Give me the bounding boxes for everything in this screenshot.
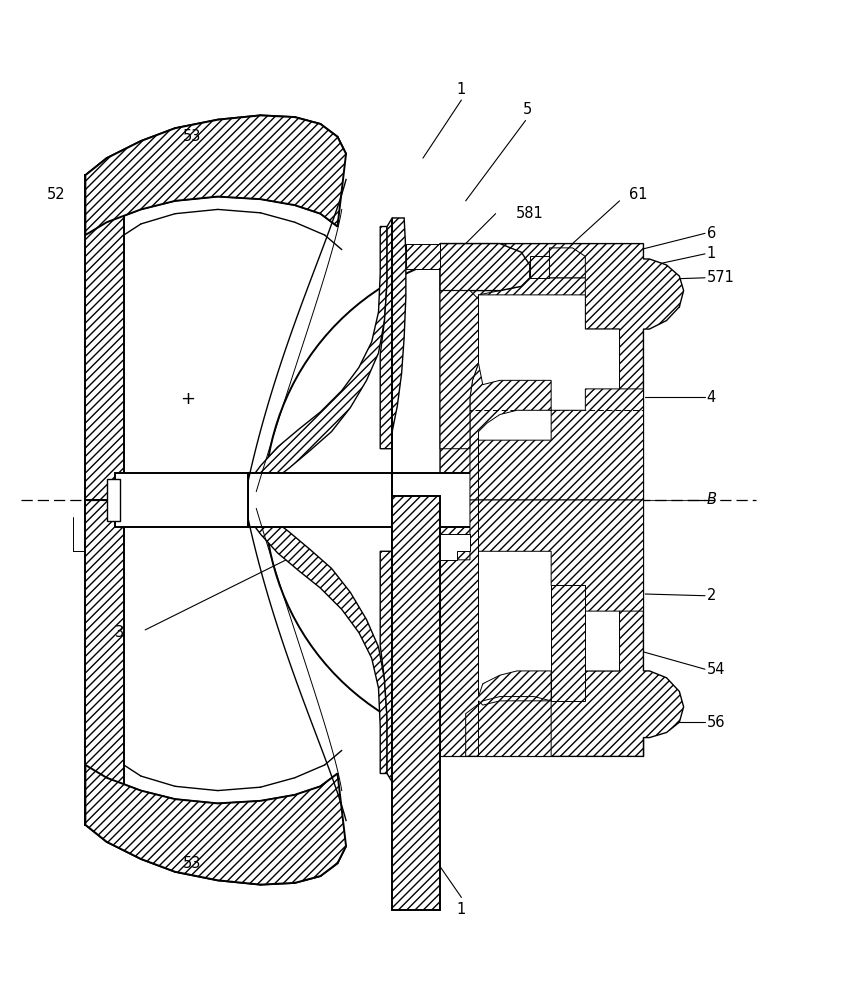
Polygon shape [478, 500, 620, 701]
Polygon shape [248, 473, 602, 527]
Polygon shape [85, 500, 123, 825]
Text: 571: 571 [707, 270, 734, 285]
Polygon shape [107, 479, 120, 521]
Polygon shape [440, 500, 683, 756]
Text: 6: 6 [707, 226, 716, 241]
Text: 54: 54 [707, 662, 725, 677]
Text: 56: 56 [707, 715, 725, 730]
Polygon shape [406, 244, 440, 269]
Text: 2: 2 [707, 588, 716, 603]
Text: 581: 581 [516, 206, 544, 221]
Polygon shape [116, 473, 248, 527]
Polygon shape [440, 244, 683, 500]
Polygon shape [478, 701, 551, 756]
Polygon shape [85, 765, 346, 885]
Polygon shape [551, 585, 585, 701]
Text: 1: 1 [457, 902, 466, 917]
Text: 3: 3 [116, 625, 124, 640]
Polygon shape [85, 175, 123, 500]
Polygon shape [470, 278, 644, 500]
Polygon shape [381, 218, 406, 496]
Polygon shape [478, 295, 620, 500]
Text: 53: 53 [183, 129, 201, 144]
Polygon shape [530, 256, 550, 278]
Text: 4: 4 [707, 390, 716, 405]
Polygon shape [381, 504, 406, 782]
Polygon shape [248, 227, 387, 494]
Polygon shape [440, 291, 478, 449]
Text: 61: 61 [629, 187, 647, 202]
Polygon shape [248, 506, 387, 773]
Text: 5: 5 [523, 102, 532, 117]
Polygon shape [440, 244, 530, 291]
Text: B: B [707, 492, 716, 508]
Polygon shape [440, 534, 470, 560]
Text: 52: 52 [47, 187, 66, 202]
Text: 1: 1 [457, 82, 466, 97]
Text: 53: 53 [183, 856, 201, 871]
Polygon shape [392, 496, 440, 910]
Polygon shape [550, 248, 585, 278]
Text: 1: 1 [707, 246, 716, 261]
Text: +: + [180, 390, 195, 408]
Polygon shape [440, 500, 644, 756]
Polygon shape [85, 115, 346, 235]
